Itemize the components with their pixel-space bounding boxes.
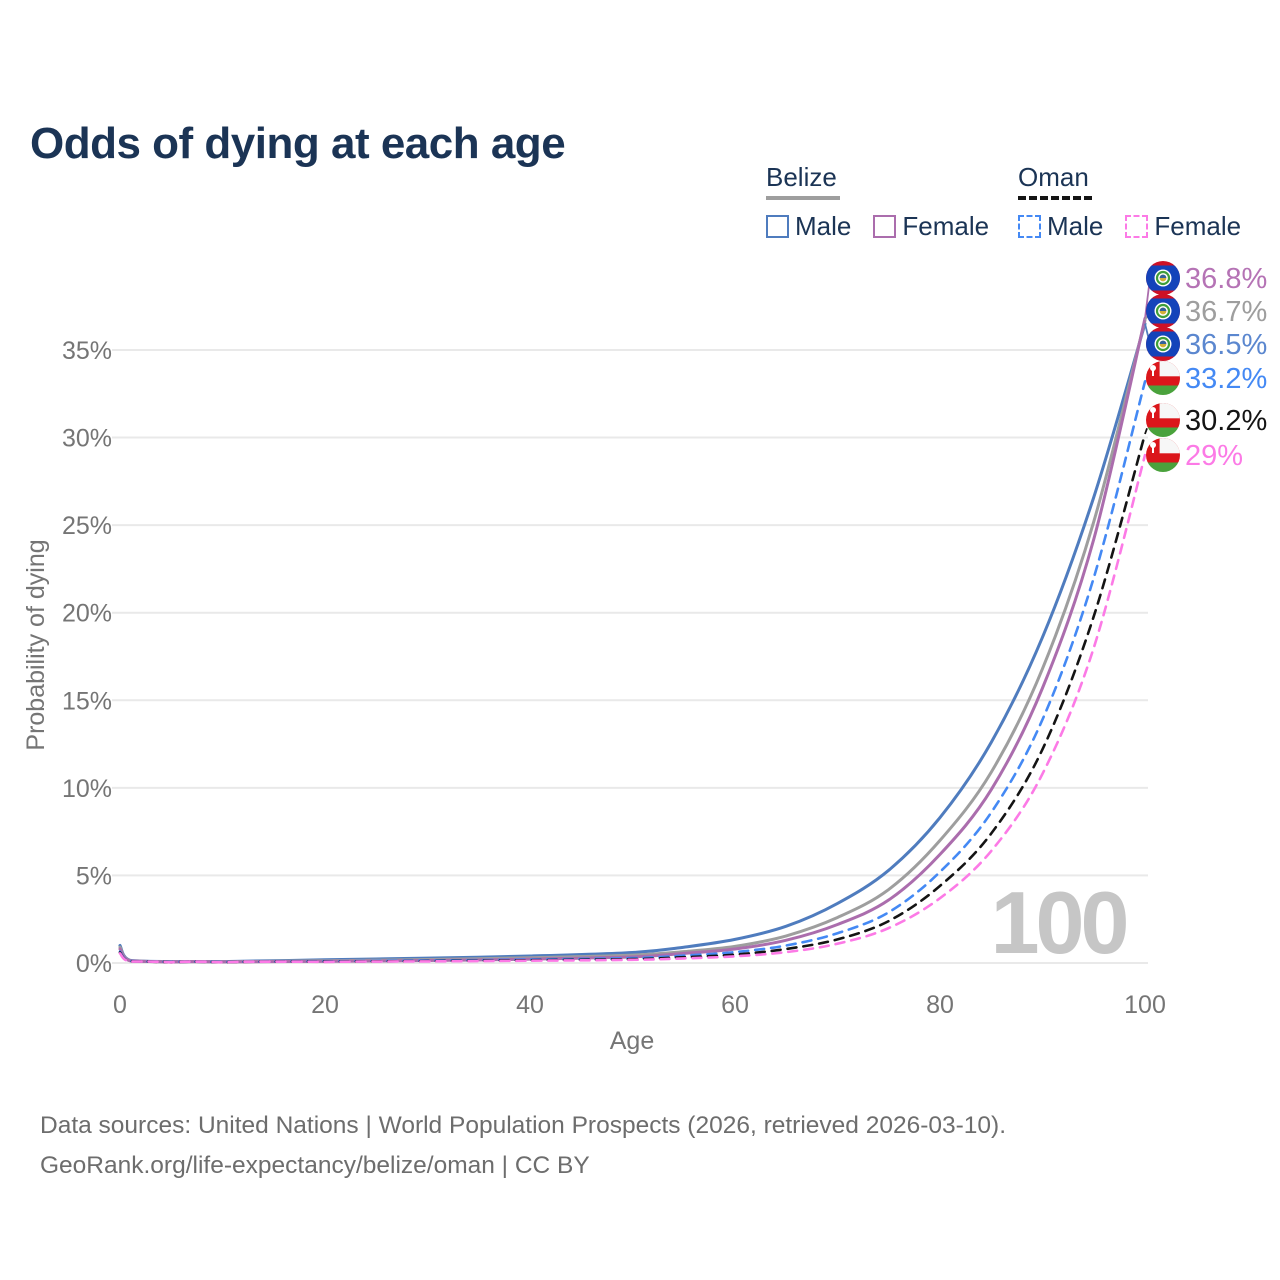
flag-icon-belize	[1146, 294, 1180, 328]
legend-item-label: Female	[902, 211, 990, 241]
end-value-label-belize-female: 36.8%	[1185, 263, 1267, 295]
y-tick-label: 35%	[62, 337, 112, 365]
series-line-belize-female[interactable]	[118, 316, 1147, 964]
legend-country-label: Oman	[1018, 162, 1089, 192]
legend-item-label: Female	[1154, 211, 1242, 241]
y-tick-label: 30%	[62, 425, 112, 453]
x-tick-label: 80	[926, 991, 954, 1019]
legend-item-belize-male[interactable]: Male	[766, 211, 851, 242]
x-tick-label: 0	[113, 991, 127, 1019]
page-title: Odds of dying at each age	[30, 119, 566, 169]
series-line-oman-male[interactable]	[118, 380, 1147, 964]
y-axis-title: Probability of dying	[22, 539, 50, 750]
legend-country-label: Belize	[766, 162, 837, 192]
legend-items-belize: Male Female	[766, 211, 989, 242]
flag-icon-oman	[1146, 361, 1180, 395]
legend-swatch-belize-male	[766, 215, 789, 238]
legend-swatch-oman-female	[1125, 215, 1149, 238]
x-tick-label: 40	[516, 991, 544, 1019]
x-axis-title: Age	[610, 1027, 654, 1055]
end-value-label-belize-total: 36.7%	[1185, 296, 1267, 328]
flag-icon-belize	[1146, 327, 1180, 361]
legend-group-oman: Oman Male Female	[1018, 162, 1241, 242]
legend-item-oman-male[interactable]: Male	[1018, 211, 1103, 242]
y-tick-label: 15%	[62, 687, 112, 715]
legend-line-swatch-oman	[1018, 196, 1092, 200]
legend-item-oman-female[interactable]: Female	[1125, 211, 1241, 242]
y-tick-label: 0%	[76, 950, 112, 978]
hover-age-watermark: 100	[991, 873, 1127, 972]
y-tick-label: 20%	[62, 600, 112, 628]
flag-icon-oman	[1146, 403, 1180, 437]
end-value-label-oman-total: 30.2%	[1185, 405, 1267, 437]
series-line-belize-male[interactable]	[118, 322, 1147, 964]
x-tick-label: 60	[721, 991, 749, 1019]
flag-icon-oman	[1146, 438, 1180, 472]
x-tick-label: 20	[311, 991, 339, 1019]
gridlines-group: 0% 5% 10% 15% 20% 25% 30% 35% 0 20 40 60 80 100	[62, 337, 1166, 1019]
end-value-label-belize-male: 36.5%	[1185, 329, 1267, 361]
y-tick-label: 10%	[62, 775, 112, 803]
legend-group-belize: Belize Male Female	[766, 162, 989, 242]
end-labels-group: 36.8%36.7%36.5%33.2% 30.2%29%	[1144, 261, 1267, 472]
end-value-label-oman-female: 29%	[1185, 440, 1243, 472]
end-value-label-oman-male: 33.2%	[1185, 363, 1267, 395]
legend-line-swatch-belize	[766, 196, 840, 200]
legend-item-label: Male	[795, 211, 852, 241]
data-sources-line: Data sources: United Nations | World Pop…	[40, 1112, 1007, 1139]
source-attribution: Data sources: United Nations | World Pop…	[40, 1106, 1006, 1186]
url-license-line: GeoRank.org/life-expectancy/belize/oman …	[40, 1152, 590, 1179]
legend-items-oman: Male Female	[1018, 211, 1241, 242]
legend-swatch-belize-female	[873, 215, 897, 238]
legend-country-belize[interactable]: Belize	[766, 162, 840, 200]
series-line-oman-female[interactable]	[118, 453, 1147, 964]
y-tick-label: 5%	[76, 862, 112, 890]
legend-country-oman[interactable]: Oman	[1018, 162, 1092, 200]
flag-icon-belize	[1146, 261, 1180, 295]
legend-item-label: Male	[1047, 211, 1104, 241]
series-line-belize-total[interactable]	[118, 318, 1147, 964]
legend-item-belize-female[interactable]: Female	[873, 211, 989, 242]
x-tick-label: 100	[1124, 991, 1166, 1019]
series-lines-group	[118, 316, 1147, 964]
y-tick-label: 25%	[62, 512, 112, 540]
legend-swatch-oman-male	[1018, 215, 1041, 238]
